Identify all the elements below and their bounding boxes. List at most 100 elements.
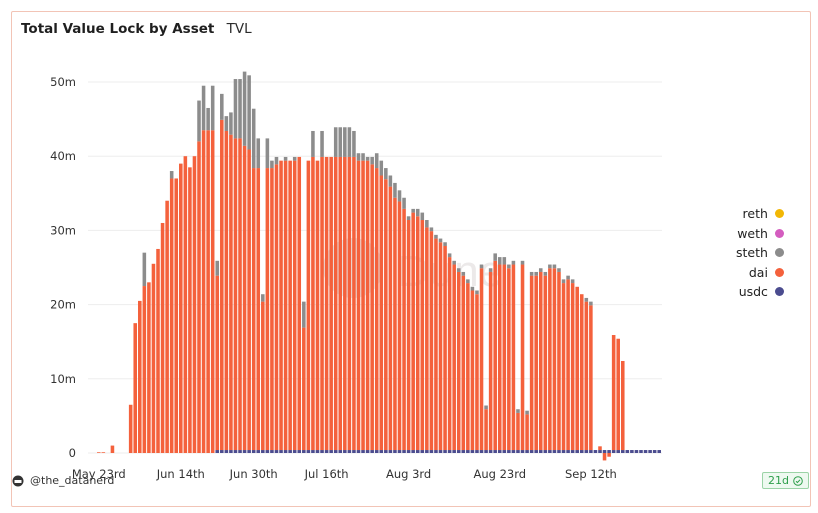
bar-dai[interactable]	[570, 283, 575, 451]
bar-dai[interactable]	[579, 294, 584, 451]
bar-dai[interactable]	[384, 179, 388, 451]
bar-dai[interactable]	[297, 156, 302, 451]
bar-steth[interactable]	[566, 275, 570, 280]
bar-usdc[interactable]	[552, 450, 557, 453]
bar-dai[interactable]	[425, 227, 429, 451]
bar-dai[interactable]	[543, 275, 548, 451]
bar-steth[interactable]	[283, 156, 288, 161]
bar-steth[interactable]	[557, 268, 561, 272]
legend-item-weth[interactable]: weth	[736, 224, 784, 244]
bar-steth[interactable]	[347, 127, 352, 157]
bar-usdc[interactable]	[233, 450, 238, 453]
bar-steth[interactable]	[352, 130, 356, 157]
bar-usdc[interactable]	[438, 450, 443, 453]
bar-dai[interactable]	[215, 275, 220, 451]
bar-steth[interactable]	[333, 127, 338, 157]
bar-steth[interactable]	[229, 112, 233, 135]
bar-dai[interactable]	[224, 130, 229, 451]
bar-dai[interactable]	[461, 275, 466, 451]
bar-usdc[interactable]	[516, 450, 520, 453]
bar-dai[interactable]	[329, 156, 333, 451]
bar-dai[interactable]	[589, 305, 593, 451]
bar-dai[interactable]	[311, 156, 315, 451]
bar-usdc[interactable]	[602, 450, 607, 453]
author-credit[interactable]: @the_datanerd	[12, 474, 114, 487]
bar-dai[interactable]	[557, 271, 561, 451]
bar-dai[interactable]	[534, 275, 538, 451]
bar-steth[interactable]	[548, 264, 552, 269]
bar-dai[interactable]	[388, 186, 393, 451]
bar-steth[interactable]	[220, 93, 224, 120]
bar-steth[interactable]	[411, 208, 415, 213]
bar-steth[interactable]	[365, 156, 370, 161]
legend-item-usdc[interactable]: usdc	[736, 282, 784, 302]
bar-dai[interactable]	[302, 327, 306, 451]
bar-usdc[interactable]	[379, 450, 384, 453]
bar-usdc[interactable]	[520, 450, 525, 453]
bar-dai[interactable]	[128, 404, 133, 453]
bar-steth[interactable]	[502, 257, 507, 265]
bar-usdc[interactable]	[333, 450, 338, 453]
bar-usdc[interactable]	[538, 450, 543, 453]
bar-dai[interactable]	[192, 156, 197, 453]
bar-usdc[interactable]	[315, 450, 320, 453]
bar-steth[interactable]	[388, 175, 393, 187]
bar-dai[interactable]	[288, 160, 292, 451]
bar-steth[interactable]	[393, 182, 397, 198]
bar-steth[interactable]	[292, 156, 297, 161]
bar-dai[interactable]	[429, 231, 434, 451]
bar-dai[interactable]	[620, 360, 625, 451]
bar-usdc[interactable]	[479, 450, 484, 453]
bar-usdc[interactable]	[643, 450, 648, 453]
bar-dai[interactable]	[110, 445, 115, 453]
bar-usdc[interactable]	[598, 450, 602, 453]
bar-usdc[interactable]	[434, 450, 438, 453]
bar-usdc[interactable]	[570, 450, 575, 453]
bar-usdc[interactable]	[283, 450, 288, 453]
legend-item-reth[interactable]: reth	[736, 204, 784, 224]
bar-usdc[interactable]	[256, 450, 261, 453]
bar-steth[interactable]	[242, 71, 247, 146]
bar-steth[interactable]	[461, 271, 466, 276]
bar-usdc[interactable]	[648, 450, 652, 453]
bar-usdc[interactable]	[274, 450, 279, 453]
bar-steth[interactable]	[270, 160, 274, 169]
bar-steth[interactable]	[274, 156, 279, 165]
bar-usdc[interactable]	[397, 450, 402, 453]
bar-dai[interactable]	[561, 283, 566, 451]
bar-usdc[interactable]	[529, 450, 534, 453]
bar-steth[interactable]	[356, 153, 361, 161]
bar-steth[interactable]	[251, 108, 256, 169]
bar-steth[interactable]	[169, 171, 174, 179]
bar-dai[interactable]	[220, 119, 224, 451]
bar-steth[interactable]	[438, 238, 443, 243]
bar-dai[interactable]	[138, 300, 142, 453]
bar-usdc[interactable]	[406, 450, 411, 453]
bar-usdc[interactable]	[215, 450, 220, 453]
bar-usdc[interactable]	[611, 450, 616, 453]
bar-usdc[interactable]	[475, 450, 479, 453]
bar-steth[interactable]	[488, 268, 493, 272]
bar-usdc[interactable]	[352, 450, 356, 453]
bar-steth[interactable]	[425, 220, 429, 228]
bar-steth[interactable]	[538, 268, 543, 272]
bar-dai[interactable]	[397, 201, 402, 451]
bar-dai[interactable]	[447, 257, 452, 451]
bar-steth[interactable]	[420, 212, 425, 221]
bar-steth[interactable]	[511, 260, 516, 265]
bar-usdc[interactable]	[261, 450, 265, 453]
bar-usdc[interactable]	[420, 450, 425, 453]
bar-dai[interactable]	[279, 160, 283, 451]
bar-usdc[interactable]	[247, 450, 251, 453]
bar-steth[interactable]	[589, 301, 593, 306]
legend-item-dai[interactable]: dai	[736, 263, 784, 283]
bar-usdc[interactable]	[324, 450, 329, 453]
bar-dai[interactable]	[456, 271, 461, 451]
bar-dai[interactable]	[598, 446, 602, 451]
bar-dai[interactable]	[343, 156, 347, 451]
bar-dai[interactable]	[142, 286, 147, 453]
bar-steth[interactable]	[479, 264, 484, 269]
bar-dai[interactable]	[356, 160, 361, 451]
bar-usdc[interactable]	[265, 450, 270, 453]
bar-usdc[interactable]	[393, 450, 397, 453]
